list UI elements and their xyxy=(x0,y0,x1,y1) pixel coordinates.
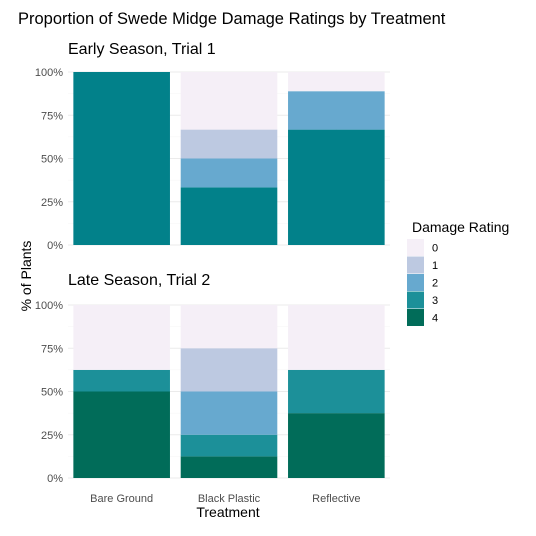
x-axis-title: Treatment xyxy=(196,504,259,520)
panel-late: Late Season, Trial 2 0% 25% 50% 75% 100% xyxy=(35,272,390,485)
bar-segment xyxy=(180,305,278,349)
y-tick-label: 25% xyxy=(41,197,63,209)
bar-segment xyxy=(180,434,278,457)
y-tick-label: 100% xyxy=(35,300,63,312)
bar-segment xyxy=(180,158,278,188)
bar-segment xyxy=(180,456,278,478)
xticks: Bare Ground Black Plastic Reflective xyxy=(90,493,360,505)
bar-segment xyxy=(288,369,385,414)
yticks-early: 0% 25% 50% 75% 100% xyxy=(35,67,63,252)
y-tick-label: 0% xyxy=(47,240,63,252)
bar-segment xyxy=(180,187,278,245)
legend-label: 4 xyxy=(432,313,438,325)
y-tick-label: 0% xyxy=(47,473,63,485)
legend-swatch xyxy=(407,274,424,291)
y-tick-label: 75% xyxy=(41,343,63,355)
bar-segment xyxy=(288,72,385,92)
x-tick-label: Reflective xyxy=(312,493,360,505)
bar-segment xyxy=(180,348,278,392)
chart-title: Proportion of Swede Midge Damage Ratings… xyxy=(18,10,446,28)
panel-title-early: Early Season, Trial 1 xyxy=(68,41,216,58)
y-tick-label: 100% xyxy=(35,67,63,79)
legend-items: 0 1 2 3 4 xyxy=(407,239,438,326)
legend: Damage Rating 0 1 2 3 4 xyxy=(407,219,509,326)
bar-segment xyxy=(180,72,278,130)
yticks-late: 0% 25% 50% 75% 100% xyxy=(35,300,63,485)
bar-segment xyxy=(288,413,385,478)
legend-label: 0 xyxy=(432,243,438,255)
y-tick-label: 75% xyxy=(41,110,63,122)
bar-segment xyxy=(73,391,170,478)
y-tick-label: 25% xyxy=(41,430,63,442)
bar-segment xyxy=(73,305,170,370)
legend-swatch xyxy=(407,291,424,309)
legend-swatch xyxy=(407,309,424,326)
legend-swatch xyxy=(407,256,424,274)
bar-segment xyxy=(288,91,385,130)
bars-late xyxy=(73,305,385,478)
x-tick-label: Black Plastic xyxy=(198,493,261,505)
y-axis-title: % of Plants xyxy=(18,241,34,312)
legend-label: 3 xyxy=(432,295,438,307)
legend-label: 2 xyxy=(432,278,438,290)
legend-label: 1 xyxy=(432,260,438,272)
panel-title-late: Late Season, Trial 2 xyxy=(68,272,210,289)
bars-early xyxy=(73,72,385,245)
legend-swatch xyxy=(407,239,424,256)
bar-segment xyxy=(180,129,278,159)
y-tick-label: 50% xyxy=(41,154,63,166)
bar-segment xyxy=(288,129,385,245)
bar-segment xyxy=(180,391,278,435)
panel-early: Early Season, Trial 1 0% 25% 50% 75% 100% xyxy=(35,41,390,252)
y-tick-label: 50% xyxy=(41,387,63,399)
bar-segment xyxy=(288,305,385,370)
bar-segment xyxy=(73,72,170,245)
x-tick-label: Bare Ground xyxy=(90,493,153,505)
legend-title: Damage Rating xyxy=(412,219,509,235)
bar-segment xyxy=(73,369,170,392)
